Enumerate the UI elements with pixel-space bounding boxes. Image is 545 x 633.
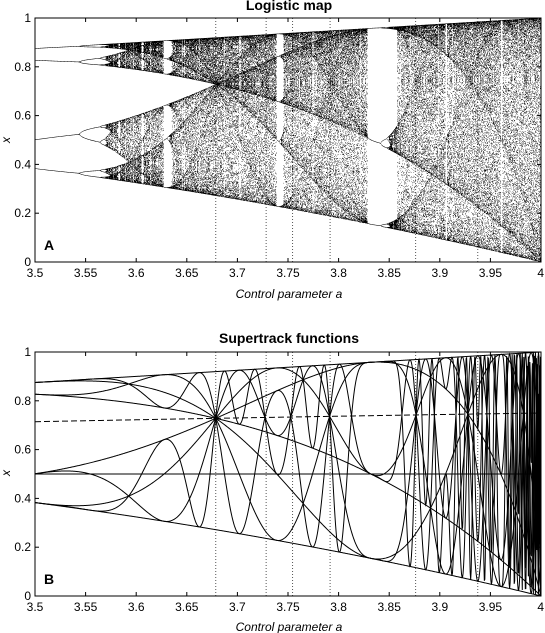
x-tick-label: 4 bbox=[537, 600, 544, 614]
panel-label: B bbox=[44, 571, 54, 587]
x-tick-label: 3.65 bbox=[175, 266, 199, 280]
x-tick-label: 3.6 bbox=[128, 600, 145, 614]
y-axis-label: x bbox=[0, 136, 13, 144]
x-tick-label: 3.95 bbox=[479, 266, 503, 280]
y-tick-label: 0.8 bbox=[14, 394, 31, 408]
y-tick-label: 1 bbox=[24, 11, 31, 25]
axes-frame bbox=[35, 18, 541, 262]
x-tick-label: 3.8 bbox=[330, 266, 347, 280]
x-axis-label: Control parameter a bbox=[236, 287, 343, 301]
x-tick-label: 3.9 bbox=[431, 600, 448, 614]
y-tick-label: 0.6 bbox=[14, 443, 31, 457]
x-tick-label: 3.85 bbox=[378, 600, 402, 614]
x-tick-label: 3.55 bbox=[74, 600, 98, 614]
y-tick-label: 0 bbox=[24, 255, 31, 269]
y-tick-label: 0.8 bbox=[14, 60, 31, 74]
chart-title: Supertrack functions bbox=[219, 330, 359, 346]
panel-label: A bbox=[44, 237, 54, 253]
y-tick-label: 0.2 bbox=[14, 206, 31, 220]
x-tick-label: 3.75 bbox=[276, 600, 300, 614]
plot-data bbox=[35, 352, 541, 596]
y-tick-label: 0.2 bbox=[14, 540, 31, 554]
plot-data bbox=[35, 18, 542, 262]
x-tick-label: 4 bbox=[537, 266, 544, 280]
panel-a-logistic-map: Logistic map Control parameter a x A 3.5… bbox=[0, 0, 544, 301]
panel-b-supertrack-functions: Supertrack functions Control parameter a… bbox=[0, 330, 544, 633]
x-axis-label: Control parameter a bbox=[236, 620, 343, 633]
x-tick-label: 3.75 bbox=[276, 266, 300, 280]
y-axis-label: x bbox=[0, 469, 13, 477]
x-tick-label: 3.9 bbox=[431, 266, 448, 280]
y-tick-label: 0.6 bbox=[14, 109, 31, 123]
chart-title: Logistic map bbox=[246, 0, 332, 13]
x-tick-label: 3.6 bbox=[128, 266, 145, 280]
x-tick-label: 3.7 bbox=[229, 600, 246, 614]
supertrack-s10 bbox=[35, 354, 541, 596]
y-tick-label: 0.4 bbox=[14, 157, 31, 171]
y-tick-label: 1 bbox=[24, 345, 31, 359]
x-tick-label: 3.85 bbox=[378, 266, 402, 280]
x-tick-label: 3.8 bbox=[330, 600, 347, 614]
x-tick-label: 3.7 bbox=[229, 266, 246, 280]
x-tick-label: 3.55 bbox=[74, 266, 98, 280]
y-tick-label: 0.4 bbox=[14, 491, 31, 505]
bifurcation-points bbox=[35, 18, 542, 262]
x-tick-label: 3.65 bbox=[175, 600, 199, 614]
y-tick-label: 0 bbox=[24, 589, 31, 603]
x-tick-label: 3.95 bbox=[479, 600, 503, 614]
